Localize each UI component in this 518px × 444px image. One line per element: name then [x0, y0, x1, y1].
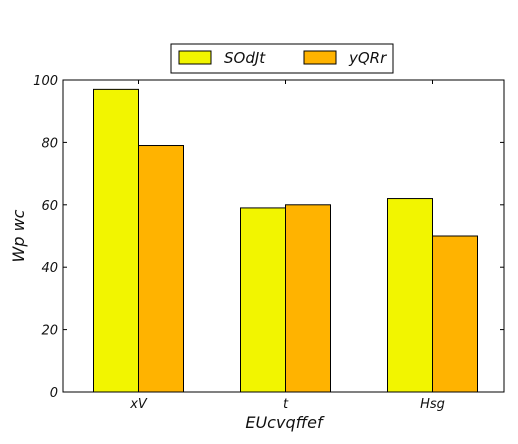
y-tick-label-4: 60	[41, 199, 58, 214]
y-tick-label-3: 40	[41, 261, 58, 276]
legend-label-1: SOdJt	[224, 49, 266, 67]
bar-1-2	[241, 208, 286, 392]
y-tick-label-1: 0	[50, 386, 58, 401]
y-tick-label-2: 20	[41, 324, 58, 339]
y-axis-label: Wp wc	[9, 209, 28, 262]
legend-swatch-1	[179, 51, 211, 64]
bar-1-1	[94, 89, 139, 392]
x-tick-label-2: t	[283, 397, 289, 412]
bar-2-1	[139, 146, 184, 392]
x-tick-label-1: xV	[129, 397, 148, 412]
legend: SOdJt yQRr	[171, 44, 393, 73]
legend-label-2: yQRr	[348, 49, 387, 67]
bar-2-3	[433, 236, 478, 392]
legend-swatch-2	[304, 51, 336, 64]
bar-1-3	[388, 199, 433, 392]
x-tick-label-3: Hsg	[420, 397, 445, 412]
x-axis-label: EUcvqffef	[245, 413, 325, 432]
y-tick-label-5: 80	[41, 136, 58, 151]
bar-2-2	[286, 205, 331, 392]
y-tick-label-6: 100	[33, 74, 58, 89]
